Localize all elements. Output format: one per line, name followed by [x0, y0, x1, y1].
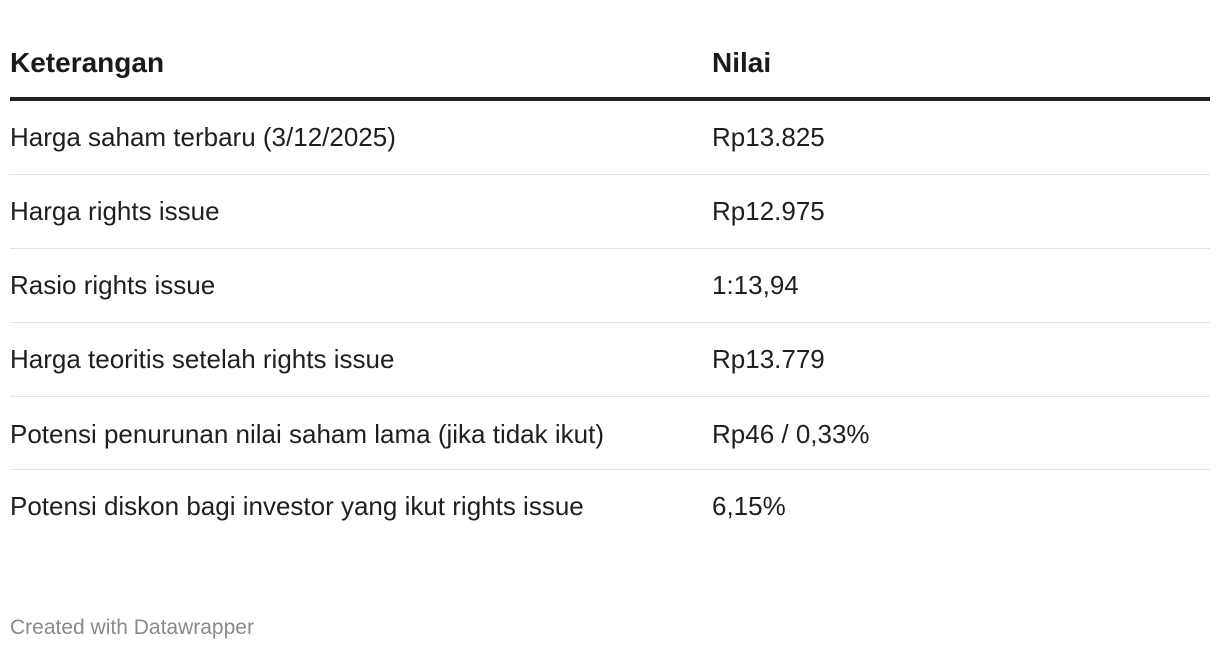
table-cell-keterangan: Harga saham terbaru (3/12/2025)	[10, 99, 712, 175]
cell-text: Rasio rights issue	[10, 270, 216, 300]
table-row: Potensi diskon bagi investor yang ikut r…	[10, 470, 1210, 544]
table-row: Harga teoritis setelah rights issue Rp13…	[10, 322, 1210, 397]
cell-text: Harga teoritis setelah rights issue	[10, 344, 395, 374]
table-cell-nilai: Rp13.779	[712, 322, 1210, 397]
table-cell-keterangan: Potensi penurunan nilai saham lama (jika…	[10, 396, 712, 470]
table-cell-keterangan: Rasio rights issue	[10, 248, 712, 323]
table-cell-nilai: Rp46 / 0,33%	[712, 396, 1210, 470]
cell-text: Harga rights issue	[10, 196, 220, 226]
cell-text: Potensi diskon bagi investor yang ikut r…	[10, 491, 584, 521]
column-header-nilai: Nilai	[712, 28, 1210, 101]
table-cell-nilai: 1:13,94	[712, 248, 1210, 323]
table-row: Rasio rights issue 1:13,94	[10, 248, 1210, 323]
cell-text: Harga saham terbaru (3/12/2025)	[10, 122, 396, 152]
table-cell-nilai: 6,15%	[712, 491, 786, 521]
table-cell-nilai: Rp13.825	[712, 99, 1210, 175]
table-cell-keterangan: Harga teoritis setelah rights issue	[10, 322, 712, 397]
table-row: Harga saham terbaru (3/12/2025) Rp13.825	[10, 99, 1210, 175]
table-cell-nilai: Rp12.975	[712, 174, 1210, 249]
table-row: Harga rights issue Rp12.975	[10, 174, 1210, 249]
data-table-container: Keterangan Nilai Harga saham terbaru (3/…	[10, 28, 1210, 543]
table-cell-keterangan: Potensi diskon bagi investor yang ikut r…	[10, 470, 712, 544]
table-row: Potensi penurunan nilai saham lama (jika…	[10, 396, 1210, 470]
data-table: Keterangan Nilai Harga saham terbaru (3/…	[10, 28, 1210, 543]
datawrapper-credit: Created with Datawrapper	[10, 616, 254, 639]
table-cell-keterangan: Harga rights issue	[10, 174, 712, 249]
cell-text: Potensi penurunan nilai saham lama (jika…	[10, 419, 604, 449]
column-header-keterangan: Keterangan	[10, 28, 712, 101]
table-header-row: Keterangan Nilai	[10, 28, 1210, 101]
